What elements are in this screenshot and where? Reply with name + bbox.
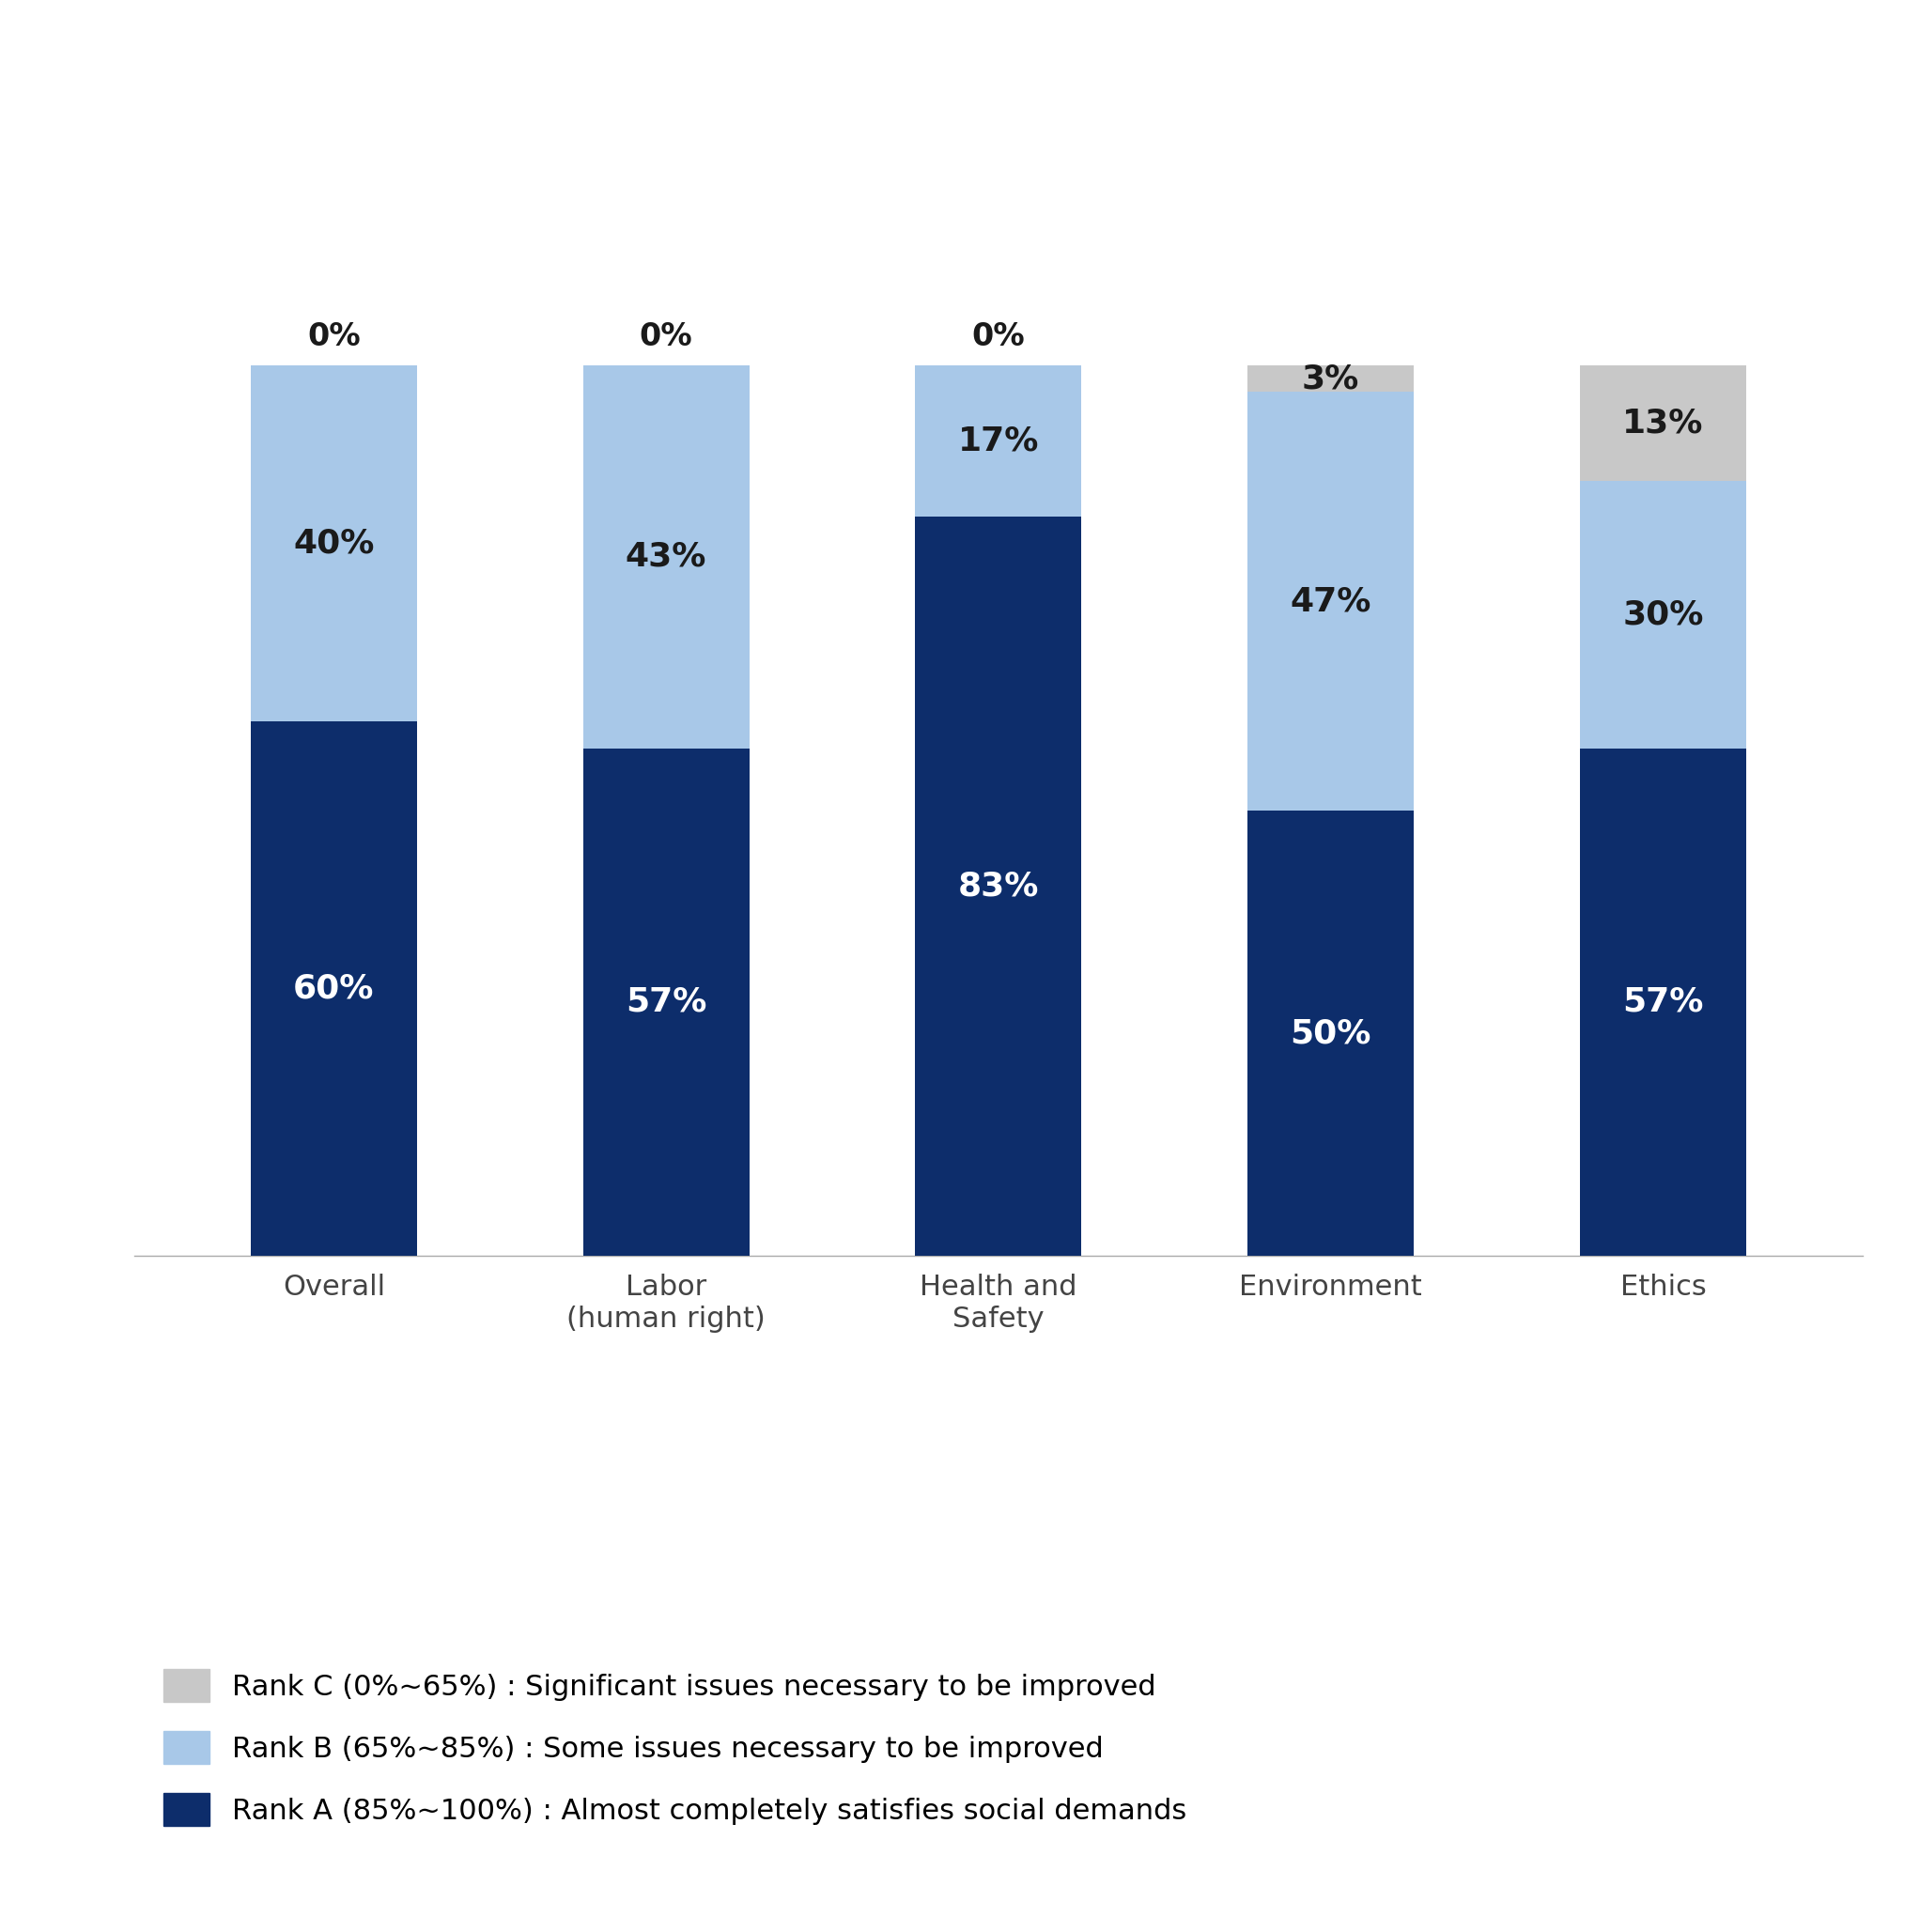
Text: 47%: 47% <box>1290 585 1371 618</box>
Text: 60%: 60% <box>294 972 374 1005</box>
Text: 17%: 17% <box>958 425 1039 458</box>
Text: 57%: 57% <box>1622 985 1703 1018</box>
Legend: Rank C (0%~65%) : Significant issues necessary to be improved, Rank B (65%~85%) : Rank C (0%~65%) : Significant issues nec… <box>148 1656 1200 1841</box>
Text: 50%: 50% <box>1290 1018 1371 1049</box>
Bar <box>252 721 417 1256</box>
Text: 43%: 43% <box>626 541 707 572</box>
Text: 40%: 40% <box>294 527 374 560</box>
Text: 13%: 13% <box>1622 408 1703 439</box>
Bar <box>584 365 749 748</box>
Text: 0%: 0% <box>307 321 361 352</box>
Bar <box>1580 481 1745 748</box>
Bar <box>252 365 417 721</box>
Bar <box>1248 365 1413 392</box>
Bar <box>584 748 749 1256</box>
Text: 3%: 3% <box>1302 363 1359 394</box>
Text: 57%: 57% <box>626 985 707 1018</box>
Bar <box>916 365 1081 516</box>
Text: 0%: 0% <box>639 321 693 352</box>
Bar <box>1580 748 1745 1256</box>
Bar <box>1248 811 1413 1256</box>
Bar <box>1580 365 1745 481</box>
Bar <box>916 516 1081 1256</box>
Bar <box>1248 392 1413 811</box>
Text: 0%: 0% <box>972 321 1025 352</box>
Text: 30%: 30% <box>1622 599 1703 630</box>
Text: 83%: 83% <box>958 869 1039 902</box>
